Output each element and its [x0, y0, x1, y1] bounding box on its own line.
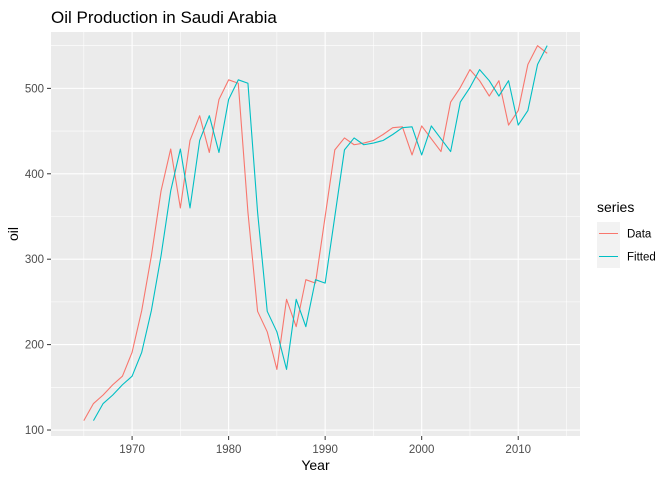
y-tick-label: 400: [25, 169, 44, 181]
x-axis-title: Year: [301, 457, 330, 473]
plot-panel: [51, 32, 580, 436]
y-tick-label: 500: [25, 83, 44, 95]
y-tick-label: 200: [25, 340, 44, 352]
x-tick-label: 1980: [216, 444, 242, 456]
minor-gridlines: [51, 32, 580, 474]
y-tick-label: 300: [25, 254, 44, 266]
series-line-fitted: [92, 45, 548, 421]
major-gridlines: [51, 32, 580, 436]
legend-title: series: [597, 199, 634, 215]
x-tick-label: 1970: [119, 444, 145, 456]
legend: series Data Fitted: [597, 199, 656, 268]
series-line-data: [83, 45, 548, 421]
x-axis: 1970 1980 1990 2000 2010: [119, 436, 531, 456]
x-tick-label: 2000: [409, 444, 435, 456]
y-axis-title: oil: [5, 227, 21, 241]
series-lines: [83, 45, 548, 421]
x-tick-label: 1990: [312, 444, 338, 456]
legend-label-fitted: Fitted: [627, 252, 656, 264]
y-axis: 100 200 300 400 500: [25, 83, 51, 437]
chart-title: Oil Production in Saudi Arabia: [51, 8, 277, 27]
x-tick-label: 2010: [505, 444, 531, 456]
y-tick-label: 100: [25, 425, 44, 437]
legend-label-data: Data: [627, 229, 652, 241]
